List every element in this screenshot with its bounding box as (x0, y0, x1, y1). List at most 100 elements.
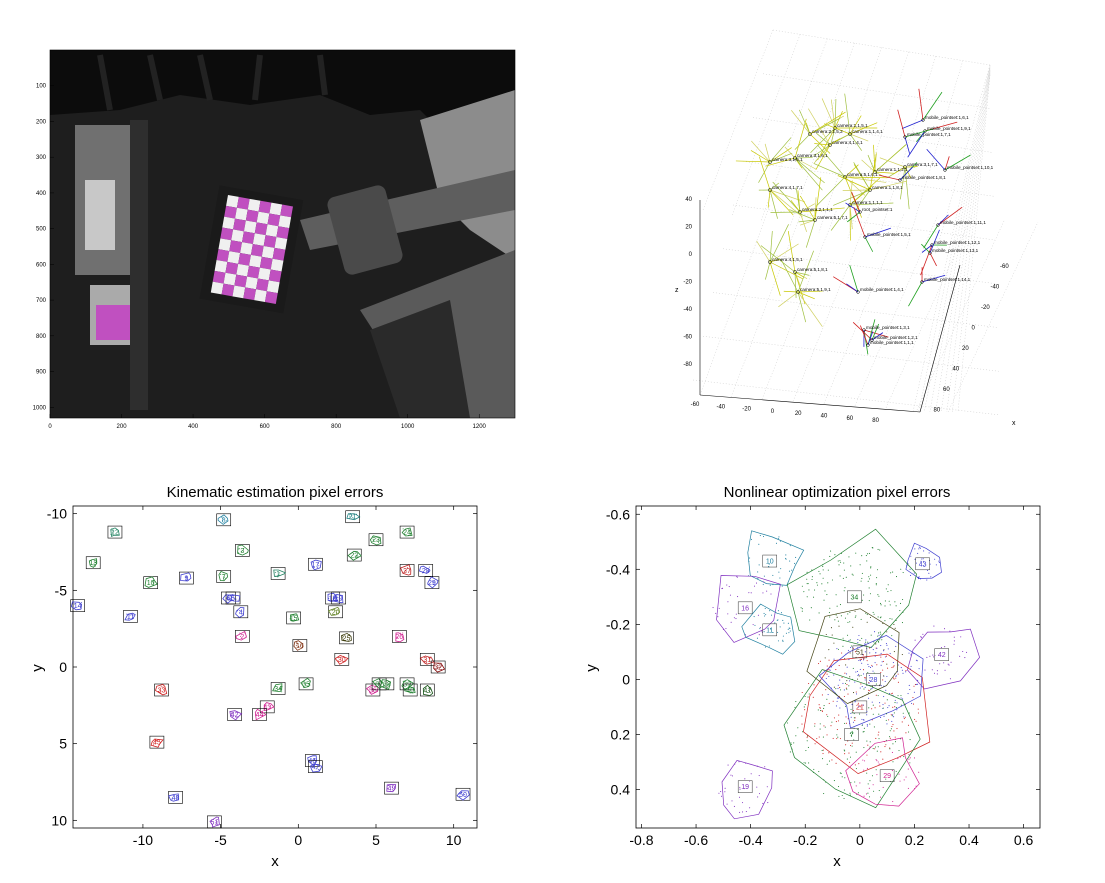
x-tick-label: -60 (691, 402, 700, 408)
cluster-point (910, 654, 912, 656)
cluster-point (857, 647, 859, 649)
cluster-point (756, 765, 758, 767)
cluster-point (882, 669, 884, 671)
cluster-point (858, 673, 860, 675)
cluster-point (939, 663, 941, 665)
camera-marker (793, 270, 797, 274)
cluster-point (866, 560, 868, 562)
grid-line (699, 204, 771, 396)
cluster-point (902, 571, 904, 574)
camera-ray (799, 207, 845, 213)
cluster-point (909, 762, 911, 764)
error-box (331, 591, 347, 605)
cluster-point (876, 664, 878, 666)
camera-ray (869, 180, 908, 191)
cluster-point (893, 665, 895, 667)
pointset-marker (936, 223, 940, 227)
grid-line (730, 207, 804, 398)
cluster-point (808, 762, 810, 764)
cluster-point (868, 666, 870, 668)
cluster-point (918, 771, 920, 773)
error-box (168, 791, 183, 804)
error-hull (310, 559, 322, 571)
camera-ray (869, 153, 877, 191)
cluster-point (863, 760, 866, 762)
pointset-label: mobile_pointset:1,13,1 (932, 248, 979, 253)
camera-ray (797, 291, 807, 323)
cluster-point (835, 705, 837, 707)
error-point (215, 822, 217, 824)
error-point (240, 635, 242, 637)
cluster-point (846, 688, 848, 690)
cluster-point (875, 652, 877, 654)
cluster-point (915, 785, 917, 787)
error-label: 32 (434, 665, 442, 672)
cluster-point (844, 682, 847, 684)
cluster-point (861, 599, 863, 601)
cluster-point (890, 572, 892, 574)
error-hull (180, 572, 192, 582)
y-tick-label: 40 (953, 367, 960, 373)
error-label: 51 (211, 819, 219, 826)
photo-y-tick-label: 1000 (33, 405, 47, 411)
cluster-point (841, 794, 843, 797)
axis-line (919, 264, 961, 413)
cluster-point (858, 713, 861, 715)
cluster-point (909, 739, 911, 741)
cluster-point (801, 715, 803, 717)
cluster-point (856, 728, 858, 730)
error-box (379, 677, 395, 691)
cluster-point (854, 719, 856, 721)
cluster-point (730, 621, 732, 623)
error-box (216, 570, 232, 583)
cluster-point (830, 687, 832, 689)
cluster-point (819, 728, 821, 730)
cluster-point (775, 542, 778, 544)
cluster-point (861, 577, 863, 579)
cluster-point (949, 630, 951, 632)
cluster-point (819, 660, 821, 662)
error-point (328, 597, 330, 599)
cluster-point (885, 778, 887, 780)
cluster-point (887, 707, 889, 709)
error-point (172, 794, 174, 796)
pointset-axis (846, 283, 859, 293)
error-label: 43 (263, 704, 271, 711)
cluster-point (819, 707, 821, 709)
cluster-point (822, 566, 824, 568)
error-label: 46 (308, 758, 316, 765)
error-point (274, 571, 276, 573)
photo-y-tick-label: 100 (36, 84, 47, 90)
cluster-point (936, 673, 938, 675)
error-point (412, 687, 414, 689)
camera-marker (768, 260, 772, 264)
cluster-point (721, 588, 723, 590)
error-label: 47 (312, 764, 320, 771)
cluster-point (876, 750, 878, 752)
z-tick-label: -80 (683, 362, 692, 368)
cluster-point (838, 625, 840, 627)
error-point (388, 784, 390, 786)
checker-cell (270, 258, 284, 272)
cluster-point (847, 693, 849, 695)
error-point (372, 688, 374, 690)
error-point (280, 685, 282, 687)
cluster-point (959, 655, 961, 657)
pointset-axis (922, 91, 943, 121)
error-hull (419, 655, 435, 665)
cluster-point (866, 553, 868, 555)
cluster-point (781, 585, 783, 587)
cluster-box (934, 648, 949, 661)
cluster-point (936, 670, 938, 672)
cluster-point (933, 672, 936, 674)
cluster-point (877, 734, 879, 736)
camera-ray (809, 117, 841, 135)
cluster-point (871, 665, 873, 667)
pointset-axis (863, 329, 889, 338)
cluster-point (912, 696, 914, 699)
checker-cell (256, 211, 270, 225)
error-point (352, 517, 354, 519)
pointset-axis (918, 88, 924, 121)
error-box (308, 760, 323, 773)
photo-x-tick-label: 1000 (401, 424, 415, 430)
